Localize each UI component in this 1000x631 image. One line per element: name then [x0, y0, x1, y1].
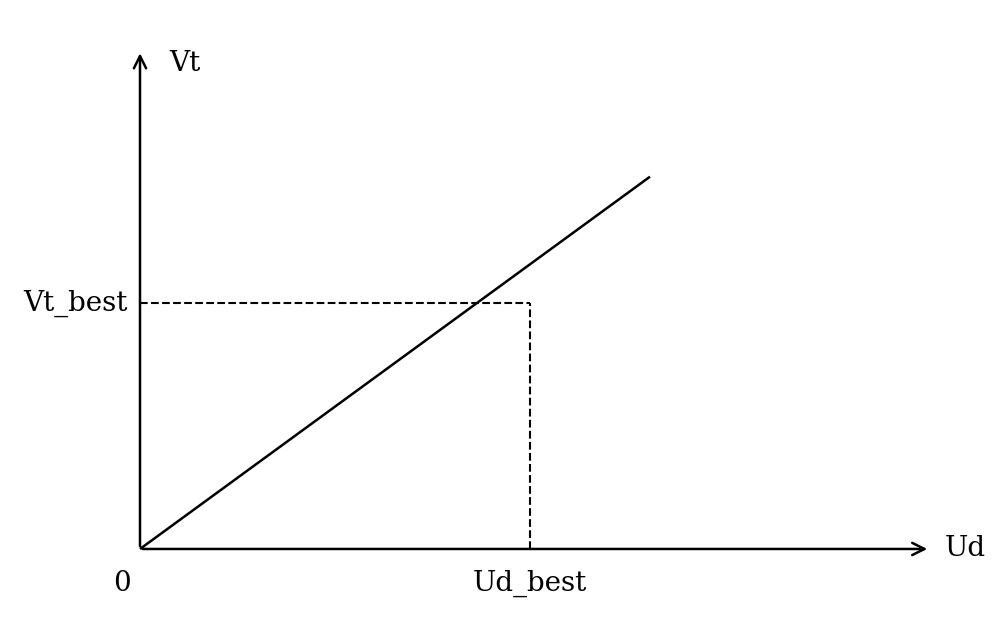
Text: Vt: Vt: [169, 50, 201, 76]
Text: Ud: Ud: [944, 536, 986, 562]
Text: Vt_best: Vt_best: [23, 289, 127, 317]
Text: 0: 0: [113, 570, 131, 597]
Text: Ud_best: Ud_best: [473, 570, 587, 598]
